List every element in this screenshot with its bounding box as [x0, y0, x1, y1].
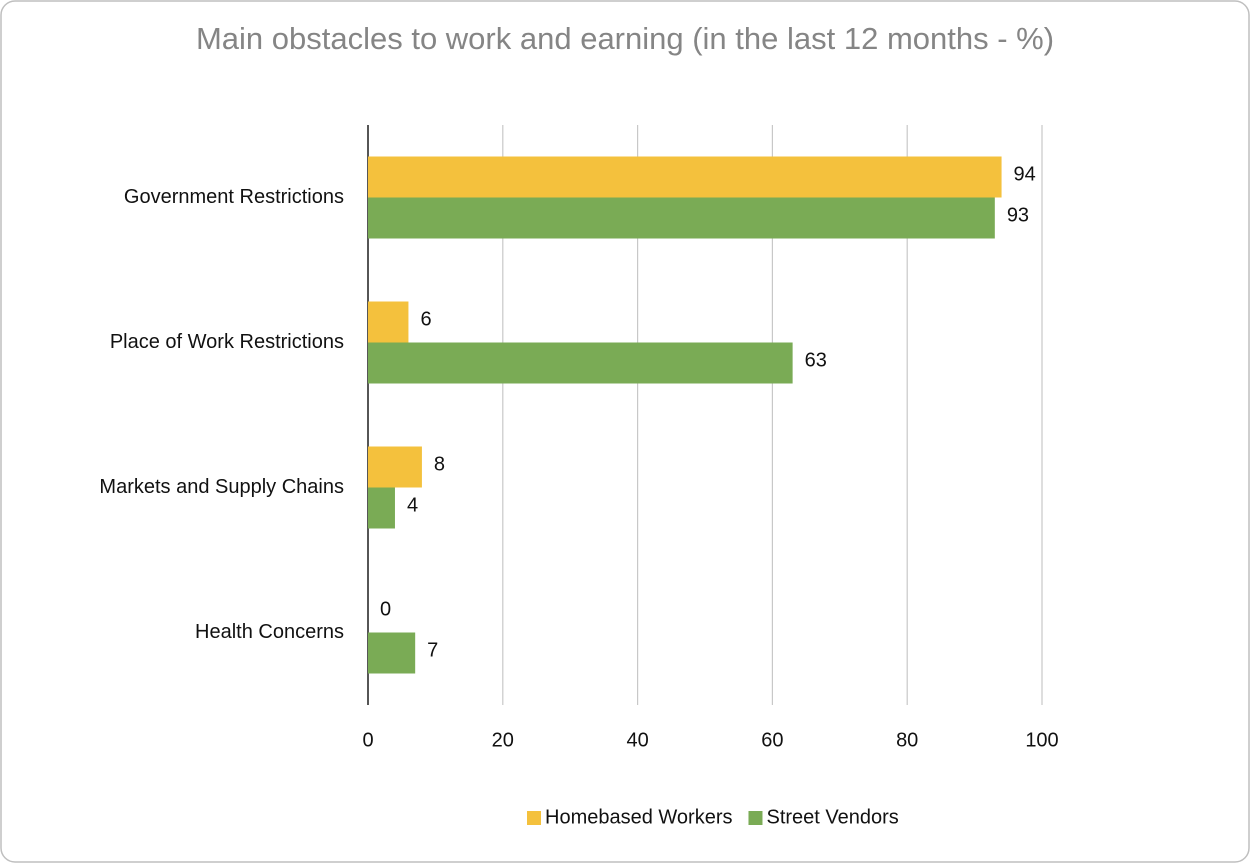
bar: [368, 342, 793, 384]
data-label: 8: [434, 453, 445, 475]
bar: [368, 632, 416, 674]
data-label: 4: [407, 494, 418, 516]
data-label: 93: [1007, 204, 1029, 226]
data-label: 6: [420, 308, 431, 330]
bar: [368, 197, 995, 239]
legend-swatch: [527, 811, 541, 825]
x-tick-label: 40: [626, 729, 648, 751]
chart-title: Main obstacles to work and earning (in t…: [195, 21, 1055, 56]
bar: [368, 301, 409, 343]
y-tick-label: Markets and Supply Chains: [99, 476, 344, 498]
x-tick-label: 100: [1025, 729, 1058, 751]
y-tick-label: Health Concerns: [195, 621, 344, 643]
data-label: 94: [1014, 163, 1036, 185]
data-label: 63: [805, 349, 827, 371]
legend-label: Homebased Workers: [545, 806, 732, 828]
bar: [368, 487, 395, 529]
x-tick-label: 0: [362, 729, 373, 751]
data-label: 0: [380, 598, 391, 620]
legend-label: Street Vendors: [766, 806, 898, 828]
y-tick-label: Place of Work Restrictions: [110, 331, 344, 353]
bar: [368, 156, 1002, 198]
x-tick-label: 80: [896, 729, 918, 751]
x-tick-label: 20: [492, 729, 514, 751]
data-label: 7: [427, 639, 438, 661]
legend-swatch: [748, 811, 763, 825]
bar: [368, 446, 422, 488]
y-tick-label: Government Restrictions: [124, 186, 344, 208]
x-tick-label: 60: [761, 729, 783, 751]
